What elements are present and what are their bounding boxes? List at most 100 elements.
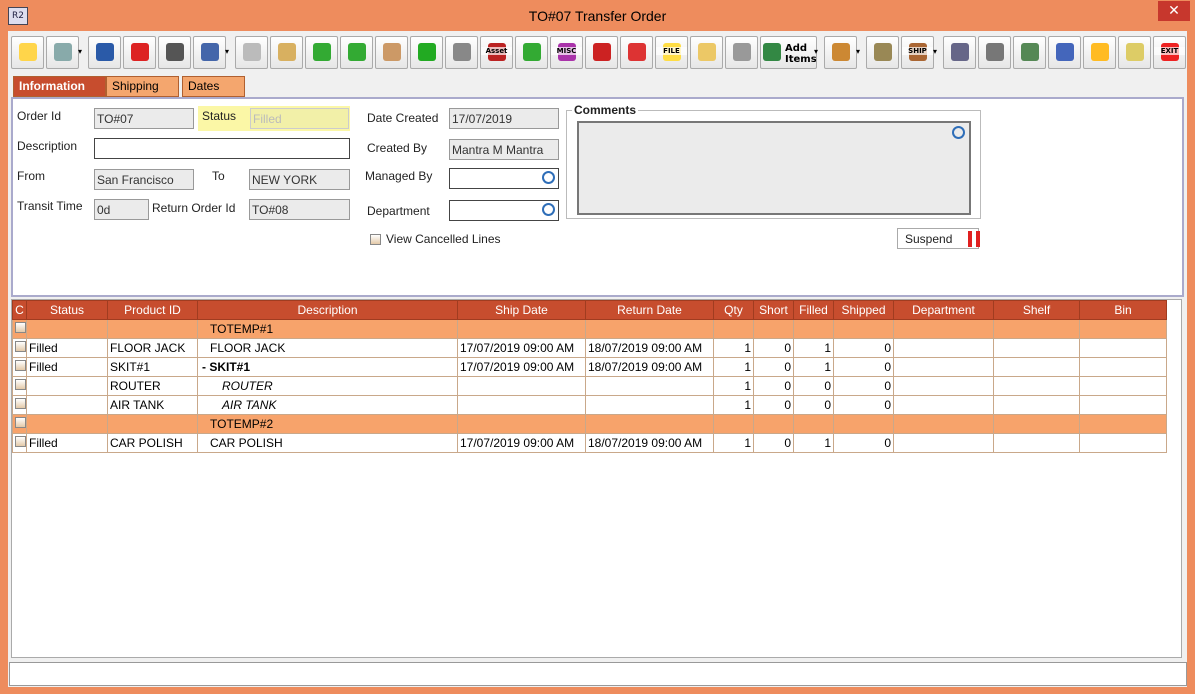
column-header[interactable]: Return Date	[585, 300, 714, 320]
toolbar-button[interactable]	[410, 36, 443, 69]
suspend-button[interactable]: Suspend	[897, 228, 979, 249]
table-row[interactable]: TOTEMP#2	[12, 414, 1167, 434]
toolbar-button[interactable]	[305, 36, 338, 69]
toolbar-button[interactable]	[1083, 36, 1116, 69]
column-header[interactable]: Ship Date	[457, 300, 586, 320]
toolbar-button[interactable]	[123, 36, 156, 69]
toolbar-button[interactable]: FILE	[655, 36, 688, 69]
checkbox-label: View Cancelled Lines	[386, 232, 501, 246]
toolbar-icon	[950, 43, 969, 61]
column-header[interactable]: Short	[753, 300, 794, 320]
dropdown-arrow[interactable]: ▾	[856, 47, 861, 56]
toolbar-button[interactable]	[158, 36, 191, 69]
toolbar-button[interactable]	[978, 36, 1011, 69]
checkbox[interactable]	[370, 234, 381, 245]
toolbar-button[interactable]	[943, 36, 976, 69]
check-cell	[12, 395, 27, 415]
toolbar-button[interactable]	[193, 36, 226, 69]
column-header[interactable]: Bin	[1079, 300, 1167, 320]
search-icon[interactable]	[542, 171, 555, 184]
tab[interactable]: Information	[13, 76, 106, 97]
dropdown-arrow[interactable]: ▾	[814, 47, 819, 56]
toolbar-button[interactable]	[270, 36, 303, 69]
toolbar-icon	[417, 43, 436, 61]
check-cell	[12, 376, 27, 396]
toolbar-button[interactable]	[375, 36, 408, 69]
toolbar-icon	[732, 43, 751, 61]
table-row[interactable]: ROUTER ROUTER 1 0 0 0	[12, 376, 1167, 396]
cell	[893, 433, 994, 453]
toolbar-button[interactable]: EXIT	[1153, 36, 1186, 69]
dropdown-arrow[interactable]: ▾	[78, 47, 83, 56]
column-header[interactable]: Filled	[793, 300, 834, 320]
row-checkbox[interactable]	[15, 417, 26, 428]
toolbar-button[interactable]	[46, 36, 79, 69]
row-checkbox[interactable]	[15, 360, 26, 371]
table-row[interactable]: Filled SKIT#1- SKIT#1 17/07/2019 09:00 AM 1…	[12, 357, 1167, 377]
cell: CAR POLISH	[197, 433, 458, 453]
check-cell	[12, 338, 27, 358]
toolbar-button[interactable]	[690, 36, 723, 69]
row-checkbox[interactable]	[15, 379, 26, 390]
search-icon[interactable]	[952, 126, 965, 139]
toolbar-button[interactable]: MISC	[550, 36, 583, 69]
label: Managed By	[365, 169, 433, 183]
column-header[interactable]: Description	[197, 300, 458, 320]
toolbar-button[interactable]	[340, 36, 373, 69]
tab[interactable]: Dates	[182, 76, 245, 97]
toolbar-button[interactable]	[725, 36, 758, 69]
cell: SKIT#1	[107, 357, 198, 377]
table-row[interactable]: Filled CAR POLISH CAR POLISH 17/07/2019 09:…	[12, 433, 1167, 453]
cell: 0	[793, 395, 834, 415]
cell	[1079, 338, 1167, 358]
toolbar-button[interactable]	[1118, 36, 1151, 69]
search-icon[interactable]	[542, 203, 555, 216]
cell	[893, 319, 994, 339]
toolbar-button[interactable]	[88, 36, 121, 69]
column-header[interactable]: Shipped	[833, 300, 894, 320]
toolbar-button[interactable]: SHIP	[901, 36, 934, 69]
toolbar-button[interactable]	[235, 36, 268, 69]
row-checkbox[interactable]	[15, 398, 26, 409]
dropdown-arrow[interactable]: ▾	[225, 47, 230, 56]
cell: AIR TANK	[107, 395, 198, 415]
table-row[interactable]: Filled FLOOR JACK FLOOR JACK 17/07/2019 09:…	[12, 338, 1167, 358]
managed-by-field[interactable]	[449, 168, 559, 189]
toolbar-button[interactable]: Asset	[480, 36, 513, 69]
column-header[interactable]: Product ID	[107, 300, 198, 320]
toolbar-button[interactable]	[620, 36, 653, 69]
tab[interactable]: Shipping	[106, 76, 179, 97]
label: Description	[17, 139, 78, 153]
toolbar-button[interactable]	[1013, 36, 1046, 69]
cell	[893, 357, 994, 377]
toolbar-button[interactable]	[445, 36, 478, 69]
toolbar-icon	[873, 43, 892, 61]
department-field[interactable]	[449, 200, 559, 221]
toolbar-button[interactable]	[515, 36, 548, 69]
toolbar-icon	[1125, 43, 1144, 61]
comments-box[interactable]	[577, 121, 971, 215]
table-row[interactable]: TOTEMP#1	[12, 319, 1167, 339]
row-checkbox[interactable]	[15, 341, 26, 352]
toolbar-button[interactable]: Add Items	[760, 36, 817, 69]
column-header[interactable]: Shelf	[993, 300, 1080, 320]
column-header[interactable]: Department	[893, 300, 994, 320]
column-header[interactable]: Qty	[713, 300, 754, 320]
toolbar-button[interactable]	[585, 36, 618, 69]
toolbar-button[interactable]	[824, 36, 857, 69]
cell: CAR POLISH	[107, 433, 198, 453]
table-row[interactable]: AIR TANK AIR TANK 1 0 0 0	[12, 395, 1167, 415]
toolbar-button[interactable]	[1048, 36, 1081, 69]
row-checkbox[interactable]	[15, 322, 26, 333]
close-button[interactable]: ✕	[1158, 1, 1190, 21]
cell	[753, 414, 794, 434]
toolbar-icon	[831, 43, 850, 61]
row-checkbox[interactable]	[15, 436, 26, 447]
description-field[interactable]	[94, 138, 350, 159]
column-header[interactable]: Status	[26, 300, 108, 320]
column-header[interactable]: C	[12, 300, 27, 320]
toolbar-button[interactable]	[866, 36, 899, 69]
dropdown-arrow[interactable]: ▾	[933, 47, 938, 56]
toolbar-button[interactable]	[11, 36, 44, 69]
